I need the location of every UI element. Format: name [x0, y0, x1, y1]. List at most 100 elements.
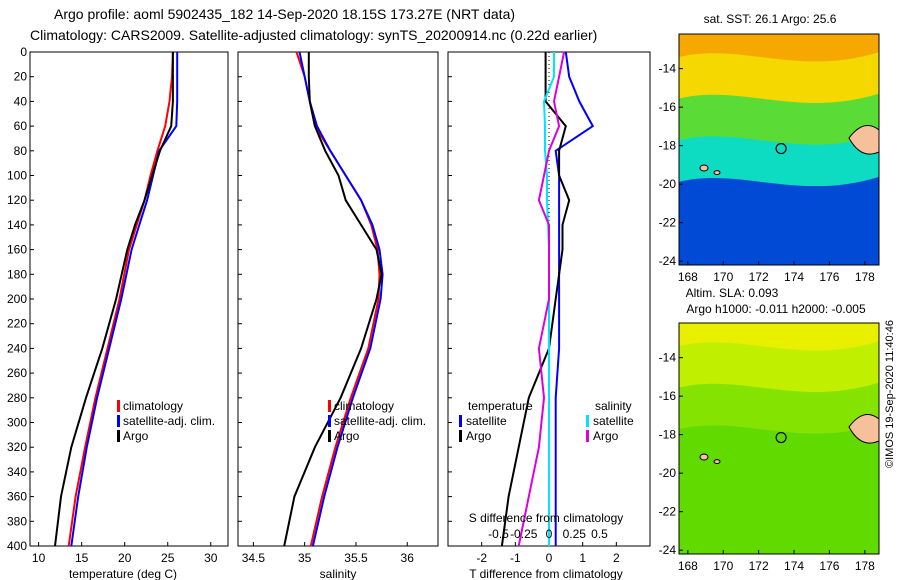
- y-tick-label: 320: [7, 440, 27, 454]
- legend-label: satellite: [593, 414, 634, 428]
- map-y-tick-label: -14: [659, 351, 677, 365]
- legend-swatch-argo: [117, 430, 120, 442]
- legend-label: climatology: [334, 399, 394, 413]
- series-line-s-argo: [517, 51, 566, 547]
- float-position-marker: [775, 142, 787, 155]
- temperature-legend: climatology satellite-adj. clim. Argo: [117, 399, 215, 443]
- map-x-tick-label: 172: [749, 559, 769, 573]
- map-x-tick-label: 168: [678, 270, 698, 284]
- sla-map-title: Altim. SLA: 0.093: [686, 286, 779, 300]
- map-field-band: [679, 176, 879, 265]
- map-y-tick-label: -24: [659, 543, 677, 557]
- legend-label: Argo: [334, 429, 360, 443]
- y-tick-label: 240: [7, 341, 27, 355]
- map-x-tick-label: 176: [819, 559, 839, 573]
- y-tick-label: 40: [14, 94, 28, 108]
- map-y-tick-label: -20: [659, 466, 677, 480]
- map-x-tick-label: 172: [749, 270, 769, 284]
- legend-label: satellite: [466, 414, 507, 428]
- island: [713, 170, 721, 176]
- series-line-satellite-adj-clim-: [70, 52, 179, 547]
- y-tick-label: 400: [7, 539, 27, 553]
- float-position-marker: [775, 431, 787, 444]
- s-tick-label: 0.5: [591, 527, 608, 541]
- temperature-xlabel: temperature (deg C): [69, 567, 177, 580]
- series-line-satellite-adj-clim-: [298, 51, 384, 547]
- y-tick-label: 380: [7, 514, 27, 528]
- y-tick-label: 120: [7, 193, 27, 207]
- legend-swatch-climatology: [328, 400, 331, 412]
- legend-swatch-t-argo: [459, 430, 462, 442]
- s-tick-label: -0.5: [488, 527, 509, 541]
- map-x-tick-label: 170: [713, 270, 733, 284]
- legend-label: Argo: [466, 429, 492, 443]
- x-tick-label: 25: [161, 551, 175, 565]
- y-tick-label: 220: [7, 317, 27, 331]
- figure-title-line1: Argo profile: aoml 5902435_182 14-Sep-20…: [54, 6, 516, 22]
- y-tick-label: 140: [7, 218, 27, 232]
- x-tick-label: 0: [546, 551, 553, 565]
- difference-xlabel: T difference from climatology: [469, 567, 623, 580]
- y-tick-label: 60: [14, 119, 28, 133]
- x-tick-label: 10: [32, 551, 46, 565]
- y-tick-label: 340: [7, 465, 27, 479]
- salinity-legend: climatology satellite-adj. clim. Argo: [328, 399, 426, 443]
- legend-swatch-t-satellite: [459, 415, 462, 427]
- map-x-tick-label: 174: [784, 270, 804, 284]
- legend-label: satellite-adj. clim.: [334, 414, 426, 428]
- legend-label: Argo: [123, 429, 149, 443]
- map-x-tick-label: 174: [784, 559, 804, 573]
- y-tick-label: 260: [7, 366, 27, 380]
- legend-label: satellite-adj. clim.: [123, 414, 215, 428]
- s-tick-label: 0: [546, 527, 553, 541]
- s-difference-ticks: -0.5 -0.25 0 0.25 0.5: [488, 527, 608, 541]
- s-tick-label: -0.25: [510, 527, 538, 541]
- x-tick-label: -1: [510, 551, 521, 565]
- salinity-plot: 34.5 35 35.5 36: [238, 51, 415, 565]
- series-line-argo: [54, 52, 174, 547]
- y-tick-label: 0: [20, 45, 27, 59]
- x-tick-label: 1: [579, 551, 586, 565]
- map-y-tick-label: -18: [659, 428, 677, 442]
- map-x-tick-label: 168: [678, 559, 698, 573]
- map-field-band: [679, 424, 879, 554]
- series-line-climatology: [67, 51, 174, 547]
- map-x-tick-label: 178: [855, 270, 875, 284]
- legend-swatch-climatology: [117, 400, 120, 412]
- x-tick-label: 30: [204, 551, 218, 565]
- island: [713, 459, 721, 465]
- sst-map: 168 170 172 174 176 178 -14 -16 -18 -20 -22 -24: [659, 33, 880, 284]
- sla-map: 168 170 172 174 176 178 -14 -16 -18 -20 -22 -24: [659, 322, 880, 573]
- figure-title-line2: Climatology: CARS2009. Satellite-adjuste…: [30, 27, 598, 43]
- y-tick-label: 80: [14, 144, 28, 158]
- x-tick-label: 36: [401, 551, 415, 565]
- series-line-t-argo: [500, 52, 571, 547]
- y-tick-label: 180: [7, 267, 27, 281]
- x-tick-label: 2: [613, 551, 620, 565]
- temperature-panel-frame: [29, 51, 229, 547]
- series-line-argo: [283, 52, 383, 547]
- difference-legend-temperature: temperature satellite Argo: [459, 399, 533, 443]
- s-difference-axis-label: S difference from climatology: [469, 511, 624, 525]
- y-tick-label: 280: [7, 391, 27, 405]
- legend-swatch-s-satellite: [586, 415, 589, 427]
- y-tick-label: 300: [7, 416, 27, 430]
- y-tick-label: 160: [7, 243, 27, 257]
- series-line-climatology: [295, 51, 381, 547]
- difference-plot: -2 -1 0 1 2: [448, 51, 620, 565]
- island: [699, 453, 709, 461]
- depth-axis: 0 20 40 60 80 100 120 140 160 180 200 220 240 260 280 3…: [7, 45, 27, 553]
- map-y-tick-label: -16: [659, 389, 677, 403]
- legend-heading: salinity: [595, 399, 632, 413]
- salinity-xlabel: salinity: [320, 567, 357, 580]
- x-tick-label: -2: [476, 551, 487, 565]
- x-tick-label: 15: [75, 551, 89, 565]
- y-tick-label: 100: [7, 169, 27, 183]
- sst-map-title: sat. SST: 26.1 Argo: 25.6: [704, 12, 837, 26]
- x-tick-label: 34.5: [242, 551, 266, 565]
- map-y-tick-label: -22: [659, 505, 677, 519]
- map-x-tick-label: 178: [855, 559, 875, 573]
- map-y-tick-label: -18: [659, 139, 677, 153]
- map-frame: [678, 33, 880, 266]
